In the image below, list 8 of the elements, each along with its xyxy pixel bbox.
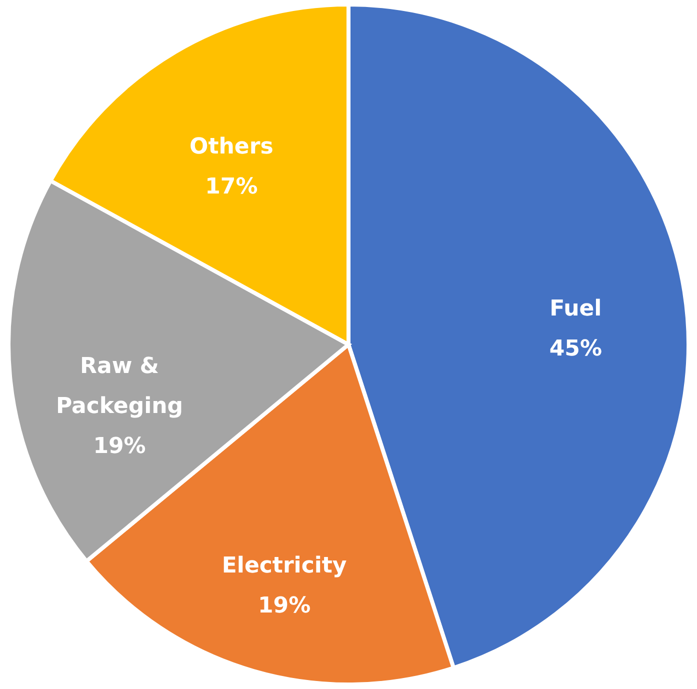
slice-label: Raw & Packeging [56,354,184,420]
data-label: 17% [205,174,258,200]
slice-label: Fuel [550,296,602,322]
slice-label: Electricity [222,553,347,578]
data-label: 19% [258,593,311,618]
slice-label: Others [190,134,274,160]
data-label: 45% [549,336,602,362]
data-label: 19% [93,434,146,460]
